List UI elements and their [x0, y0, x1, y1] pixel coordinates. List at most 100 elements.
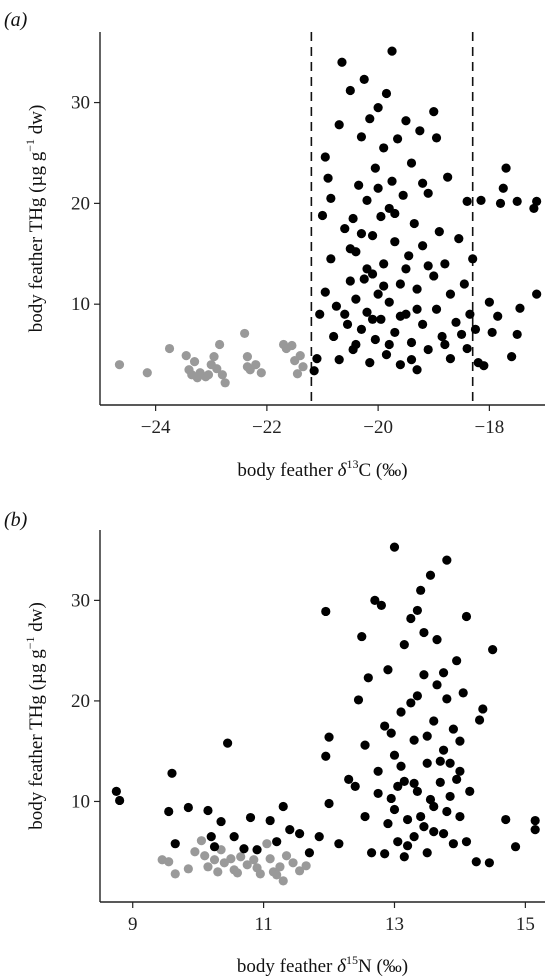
- data-point: [435, 756, 445, 766]
- data-point: [170, 839, 180, 849]
- data-point: [373, 788, 383, 799]
- data-point: [324, 732, 334, 742]
- data-point: [412, 284, 422, 294]
- data-point: [435, 777, 445, 787]
- data-point: [317, 210, 328, 221]
- x-tick-label: 11: [254, 914, 272, 935]
- panel-label: (b): [4, 509, 28, 531]
- data-point: [416, 585, 426, 595]
- data-point: [362, 307, 372, 317]
- panel-label: (a): [4, 9, 28, 31]
- data-point: [471, 857, 481, 867]
- data-point: [236, 852, 246, 862]
- data-point: [189, 357, 200, 367]
- data-point: [363, 673, 373, 683]
- data-point: [389, 804, 400, 815]
- data-point: [399, 852, 409, 862]
- data-point: [445, 791, 455, 802]
- data-point: [164, 343, 175, 354]
- data-point: [442, 694, 452, 704]
- x-tick-label: −20: [363, 417, 393, 438]
- x-tick-label: 15: [516, 914, 535, 935]
- data-point: [334, 839, 344, 849]
- data-point: [409, 218, 419, 229]
- data-point: [455, 736, 465, 746]
- data-point: [393, 781, 403, 791]
- data-point: [404, 251, 414, 261]
- data-point: [242, 352, 253, 362]
- data-point: [416, 811, 426, 822]
- data-point: [461, 611, 472, 622]
- data-point: [304, 848, 315, 858]
- data-point: [415, 126, 425, 136]
- data-point: [220, 378, 230, 388]
- data-point: [226, 854, 236, 864]
- data-point: [359, 274, 369, 284]
- data-point: [381, 88, 392, 99]
- data-point: [334, 355, 344, 365]
- data-point: [429, 801, 439, 812]
- data-point: [425, 794, 436, 805]
- data-point: [412, 786, 422, 797]
- data-point: [200, 851, 210, 861]
- data-point: [353, 695, 364, 705]
- data-point: [418, 178, 428, 188]
- data-point: [167, 768, 177, 778]
- data-point: [476, 195, 486, 205]
- data-point: [484, 858, 494, 868]
- data-point: [395, 311, 405, 321]
- data-point: [350, 781, 360, 791]
- data-point: [203, 862, 213, 872]
- data-point: [409, 778, 419, 788]
- y-tick-label: 30: [71, 93, 90, 114]
- data-point: [212, 364, 222, 374]
- data-point: [321, 751, 331, 761]
- data-point: [431, 133, 442, 143]
- data-point: [396, 761, 406, 771]
- data-point: [170, 869, 180, 879]
- data-point: [115, 795, 125, 806]
- data-point: [203, 805, 213, 816]
- data-point: [249, 855, 259, 865]
- data-point: [345, 85, 355, 96]
- data-point: [376, 600, 386, 611]
- data-point: [213, 867, 223, 877]
- data-point: [478, 704, 488, 714]
- data-point: [429, 827, 439, 837]
- data-point: [354, 180, 364, 190]
- x-tick-label: −24: [141, 417, 171, 438]
- data-point: [406, 158, 417, 168]
- data-point: [532, 196, 542, 206]
- data-point: [242, 860, 252, 870]
- data-point: [448, 839, 458, 849]
- data-point: [445, 289, 456, 299]
- data-point: [419, 627, 429, 638]
- data-point: [390, 327, 400, 338]
- data-point: [164, 857, 174, 867]
- data-point: [423, 344, 433, 355]
- data-point: [390, 208, 400, 219]
- data-point: [395, 279, 405, 289]
- data-point: [452, 656, 462, 666]
- data-point: [401, 116, 411, 126]
- data-point: [402, 814, 413, 825]
- data-point: [329, 331, 339, 342]
- data-point: [512, 329, 522, 340]
- data-point: [203, 370, 214, 380]
- data-point: [373, 103, 383, 113]
- data-point: [412, 365, 422, 375]
- data-point: [265, 854, 275, 864]
- data-point: [294, 866, 305, 876]
- x-tick-label: 9: [128, 914, 138, 935]
- data-point: [314, 832, 324, 842]
- data-point: [285, 825, 295, 835]
- data-point: [331, 301, 342, 311]
- data-point: [356, 229, 367, 239]
- data-point: [142, 368, 152, 378]
- data-point: [530, 815, 540, 826]
- data-point: [498, 183, 508, 193]
- data-point: [493, 311, 503, 321]
- data-point: [342, 319, 353, 329]
- data-point: [431, 304, 442, 314]
